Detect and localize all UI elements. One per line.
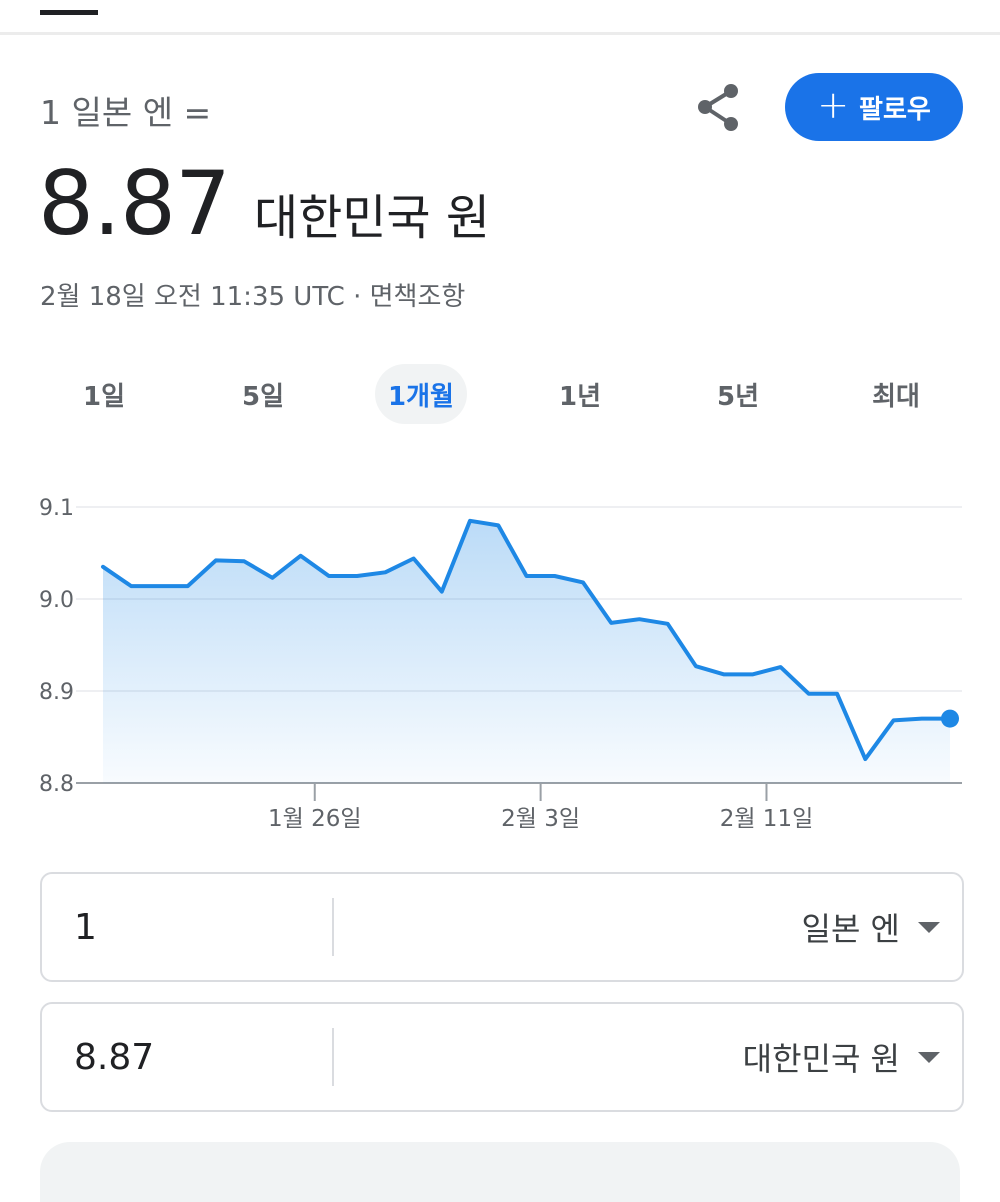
rate-currency: 대한민국 원 bbox=[254, 178, 490, 248]
rate-timestamp: 2월 18일 오전 11:35 UTC · 면책조항 bbox=[40, 276, 465, 313]
share-button[interactable] bbox=[690, 78, 746, 138]
follow-button[interactable]: + 팔로우 bbox=[785, 73, 963, 141]
range-tabs: 1일 5일 1개월 1년 5년 최대 bbox=[24, 364, 976, 424]
to-currency-select[interactable]: 대한민국 원 bbox=[743, 1004, 940, 1110]
disclaimer-link[interactable]: 면책조항 bbox=[370, 282, 466, 312]
tab-max[interactable]: 최대 bbox=[850, 364, 942, 424]
bottom-card bbox=[40, 1142, 960, 1202]
y-tick-label: 9.1 bbox=[39, 496, 74, 521]
tab-1-year[interactable]: 1년 bbox=[534, 364, 626, 424]
to-amount-input[interactable] bbox=[42, 1004, 332, 1110]
from-currency-select[interactable]: 일본 엔 bbox=[802, 874, 941, 980]
plus-icon: + bbox=[817, 86, 849, 124]
to-currency-label: 대한민국 원 bbox=[743, 1034, 900, 1080]
tab-1-day[interactable]: 1일 bbox=[58, 364, 150, 424]
follow-label: 팔로우 bbox=[859, 89, 931, 126]
from-currency-label: 일본 엔 bbox=[802, 904, 901, 950]
timestamp-text: 2월 18일 오전 11:35 UTC · bbox=[40, 282, 370, 312]
y-tick-label: 8.8 bbox=[39, 772, 74, 797]
rate-chart[interactable]: 9.1 9.0 8.9 8.8 1월 26일 2월 3일 2월 11일 bbox=[0, 470, 1000, 850]
header-divider bbox=[0, 32, 1000, 35]
share-icon bbox=[694, 82, 742, 134]
tab-1-month[interactable]: 1개월 bbox=[375, 364, 467, 424]
current-value-dot bbox=[941, 710, 959, 728]
converter-divider bbox=[332, 1028, 334, 1086]
x-tick-label: 1월 26일 bbox=[268, 806, 362, 832]
rate-headline: 8.87 대한민국 원 bbox=[38, 152, 490, 255]
x-tick-label: 2월 3일 bbox=[501, 806, 580, 832]
x-tick-label: 2월 11일 bbox=[720, 806, 814, 832]
rate-value: 8.87 bbox=[38, 152, 230, 255]
from-amount-input[interactable] bbox=[42, 874, 332, 980]
tab-5-years[interactable]: 5년 bbox=[692, 364, 784, 424]
chevron-down-icon bbox=[918, 922, 940, 933]
rate-chart-svg: 9.1 9.0 8.9 8.8 1월 26일 2월 3일 2월 11일 bbox=[0, 470, 1000, 850]
tab-indicator bbox=[40, 10, 98, 15]
converter-from-row: 일본 엔 bbox=[40, 872, 964, 982]
base-currency-label: 1 일본 엔 = bbox=[40, 86, 211, 134]
chevron-down-icon bbox=[918, 1052, 940, 1063]
converter-to-row: 대한민국 원 bbox=[40, 1002, 964, 1112]
y-tick-label: 9.0 bbox=[39, 588, 74, 613]
y-tick-label: 8.9 bbox=[39, 680, 74, 705]
converter-divider bbox=[332, 898, 334, 956]
tab-5-days[interactable]: 5일 bbox=[217, 364, 309, 424]
